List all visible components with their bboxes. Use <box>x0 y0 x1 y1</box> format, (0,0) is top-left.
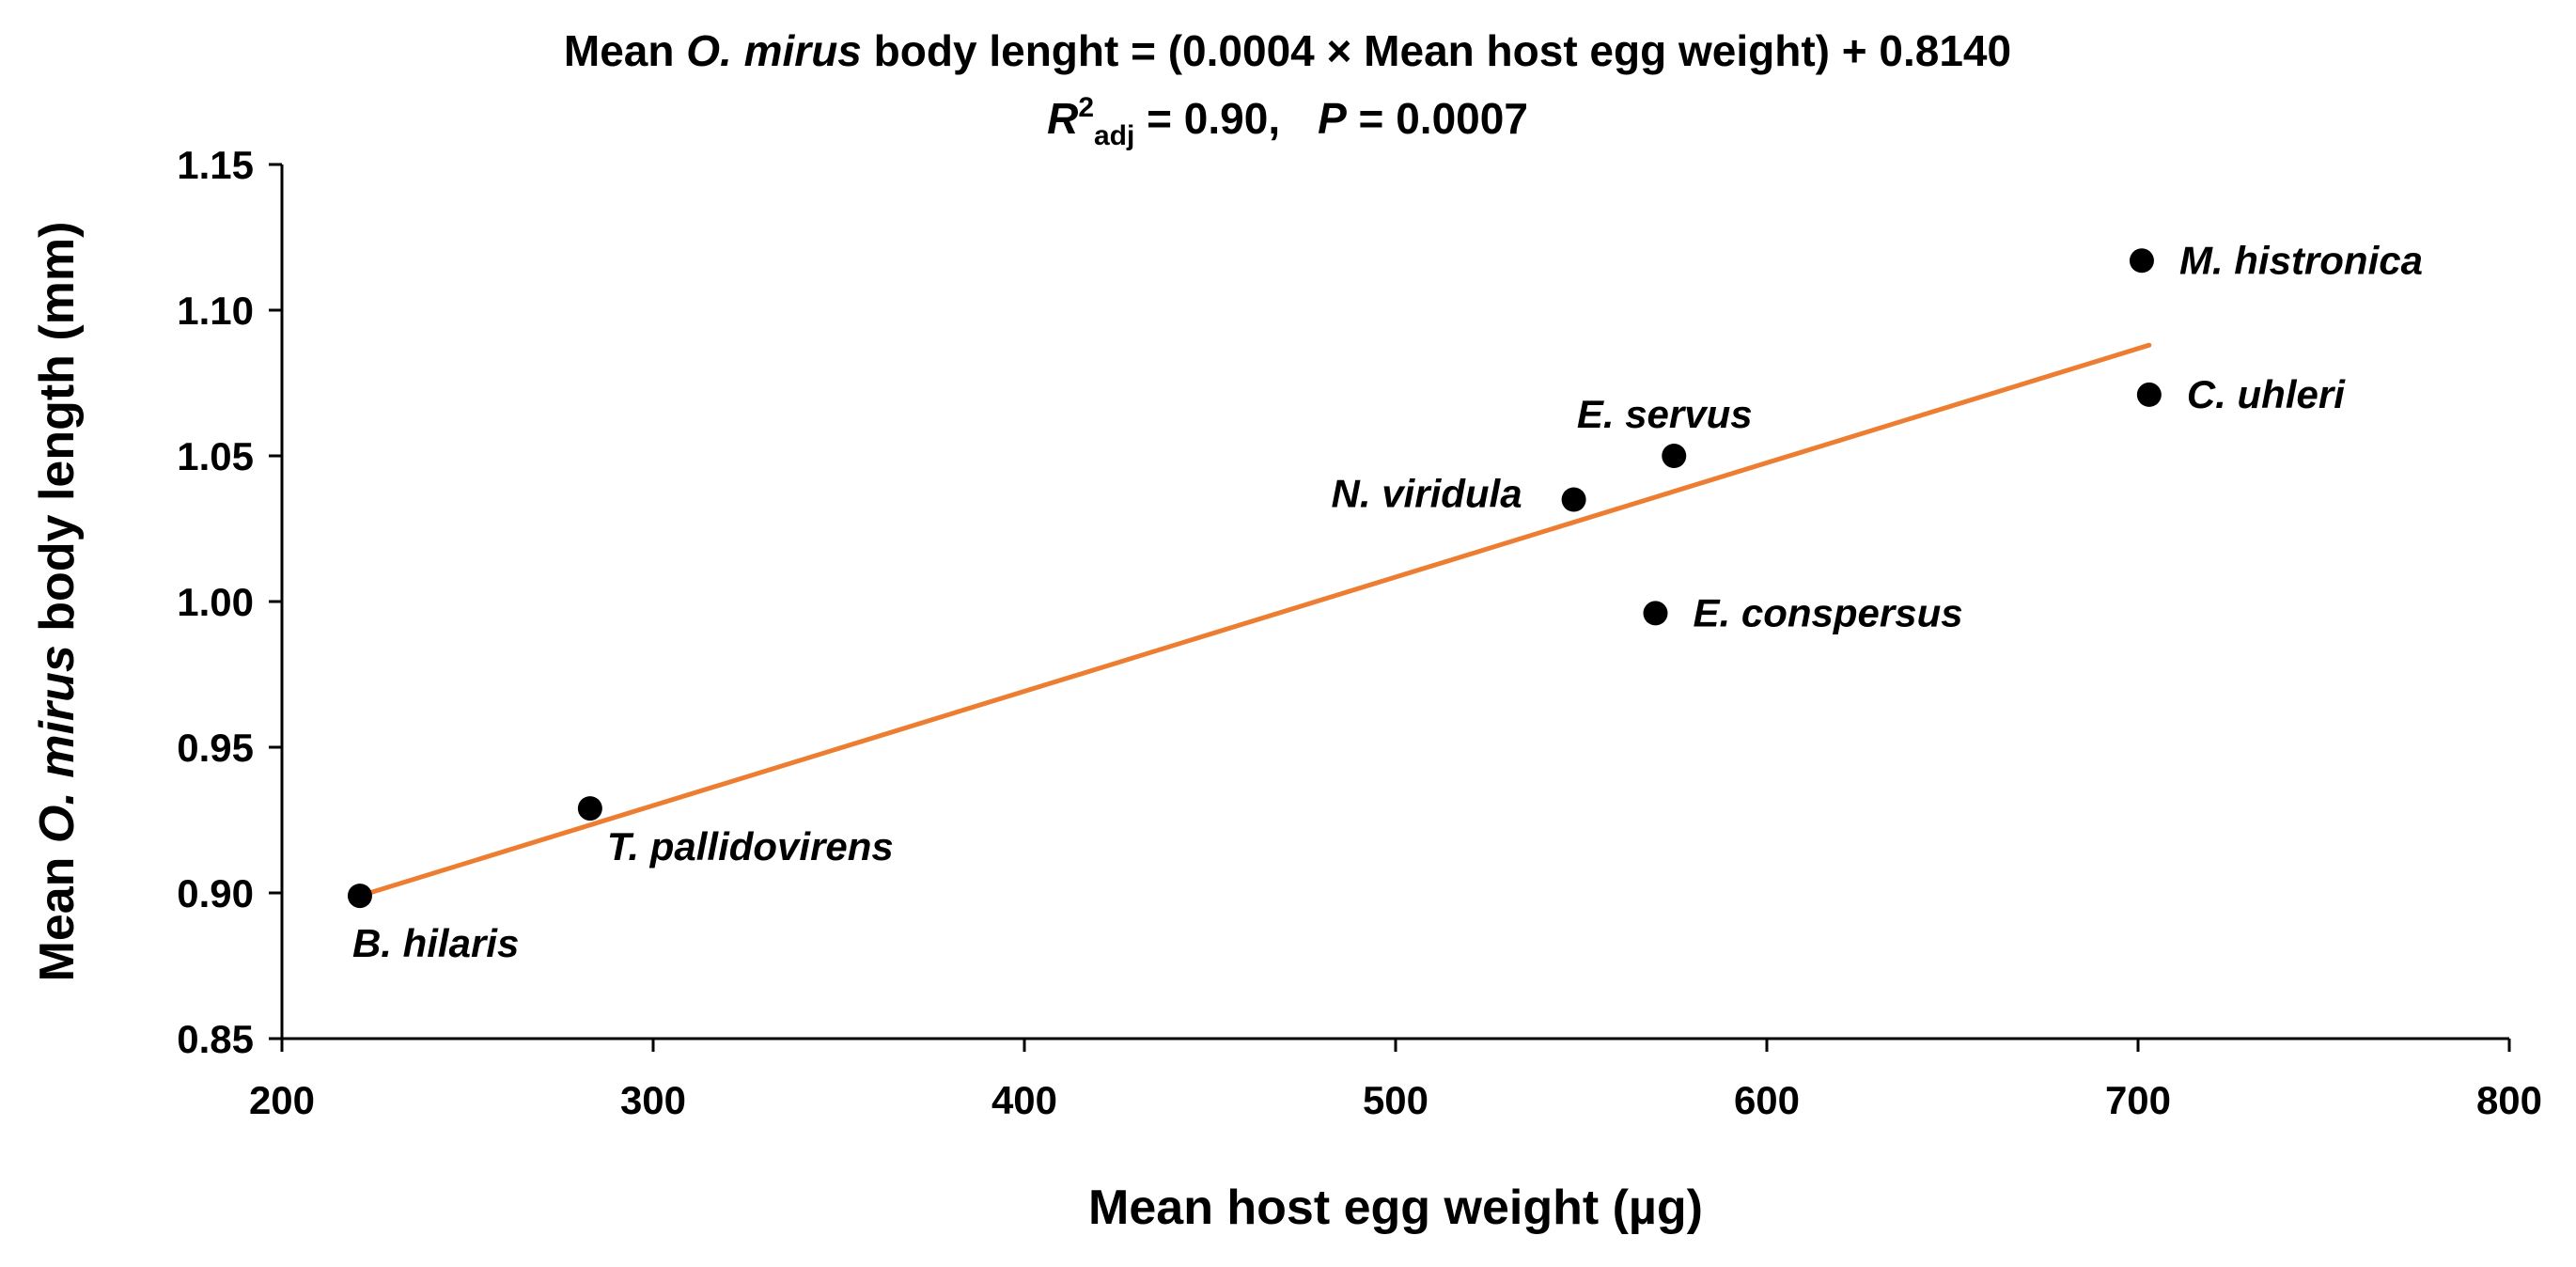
y-tick-label: 1.10 <box>177 289 254 333</box>
data-point <box>577 796 602 821</box>
p-symbol: P <box>1318 94 1347 143</box>
y-tick-label: 0.90 <box>177 871 254 915</box>
x-tick-label: 300 <box>620 1078 686 1122</box>
data-point-label: E. servus <box>1577 392 1753 436</box>
data-point <box>1643 601 1668 626</box>
data-point <box>2136 382 2162 407</box>
data-points <box>347 248 2162 909</box>
data-point-labels: B. hilaris T. pallidovirens N. viridula E. … <box>352 238 2423 965</box>
y-tick-label: 1.05 <box>177 434 254 478</box>
x-axis-ticks: 200 300 400 500 600 700 800 <box>249 1039 2542 1122</box>
y-tick-label: 0.95 <box>177 726 254 770</box>
data-point-label: M. histronica <box>2179 238 2423 282</box>
x-axis-title: Mean host egg weight (µg) <box>1088 1181 1703 1235</box>
chart-title-species: O. mirus <box>686 26 862 75</box>
y-axis-ticks: 0.85 0.90 0.95 1.00 1.05 1.10 1.15 <box>177 143 282 1061</box>
r-subscript: adj <box>1094 120 1134 151</box>
y-tick-label: 1.00 <box>177 580 254 624</box>
chart-title-line-1: Mean O. mirus body lenght = (0.0004 × Me… <box>564 26 2011 75</box>
r-value: = 0.90, <box>1134 94 1280 143</box>
data-point <box>1662 444 1687 468</box>
data-point <box>347 884 372 909</box>
data-point <box>1561 487 1586 512</box>
chart-title-prefix: Mean <box>564 26 686 75</box>
chart-title-line-2: R2adj = 0.90, P = 0.0007 <box>1047 92 1528 151</box>
data-point-label: N. viridula <box>1332 472 1522 516</box>
data-point-label: E. conspersus <box>1694 590 1963 634</box>
y-axis-title-suffix: body length (mm) <box>30 222 85 646</box>
data-point-label: C. uhleri <box>2187 372 2346 416</box>
chart-title-equation: body lenght = (0.0004 × Mean host egg we… <box>862 26 2011 75</box>
x-tick-label: 700 <box>2105 1078 2171 1122</box>
r-superscript: 2 <box>1078 92 1094 123</box>
data-point-label: T. pallidovirens <box>607 824 894 868</box>
y-tick-label: 0.85 <box>177 1017 254 1061</box>
x-tick-label: 200 <box>249 1078 315 1122</box>
r-symbol: R <box>1047 94 1078 143</box>
y-axis-title-species: O. mirus <box>30 645 85 843</box>
x-tick-label: 800 <box>2476 1078 2542 1122</box>
trendline <box>357 342 2152 899</box>
y-axis-title-prefix: Mean <box>30 843 85 981</box>
data-point-label: B. hilaris <box>352 921 519 965</box>
x-tick-label: 400 <box>991 1078 1057 1122</box>
p-value: = 0.0007 <box>1347 94 1528 143</box>
x-tick-label: 500 <box>1363 1078 1429 1122</box>
y-tick-label: 1.15 <box>177 143 254 187</box>
x-tick-label: 600 <box>1734 1078 1800 1122</box>
y-axis-title: Mean O. mirus body length (mm) <box>30 222 85 982</box>
data-point <box>2129 248 2154 274</box>
